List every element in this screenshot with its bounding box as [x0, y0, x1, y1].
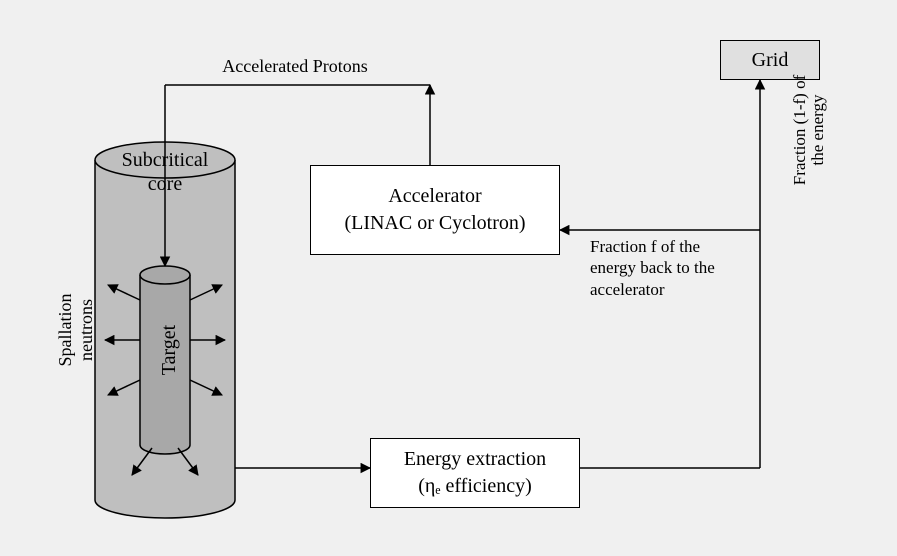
subcritical-core-line1: Subcritical	[110, 148, 220, 172]
diagram-canvas: Grid Accelerator (LINAC or Cyclotron) En…	[0, 0, 897, 556]
accelerated-protons-label: Accelerated Protons	[195, 56, 395, 77]
target-label: Target	[158, 300, 181, 400]
subcritical-core-line2: core	[110, 172, 220, 196]
accelerator-line1: Accelerator	[388, 183, 481, 210]
energy-extraction-line2: (ηₑ efficiency)	[418, 473, 532, 500]
energy-extraction-box: Energy extraction (ηₑ efficiency)	[370, 438, 580, 508]
spallation-label-l1: Spallation	[55, 250, 76, 410]
spallation-label-l2: neutrons	[76, 260, 97, 400]
energy-extraction-line1: Energy extraction	[404, 446, 546, 473]
fraction-1mf-label-l1: Fraction (1-f) of	[790, 45, 810, 215]
accelerator-box: Accelerator (LINAC or Cyclotron)	[310, 165, 560, 255]
subcritical-core-label: Subcritical core	[110, 148, 220, 196]
fraction-f-label: Fraction f of the energy back to the acc…	[590, 236, 760, 300]
fraction-1mf-label-l2: the energy	[808, 65, 828, 195]
accelerator-line2: (LINAC or Cyclotron)	[344, 210, 525, 237]
grid-label: Grid	[752, 49, 789, 72]
